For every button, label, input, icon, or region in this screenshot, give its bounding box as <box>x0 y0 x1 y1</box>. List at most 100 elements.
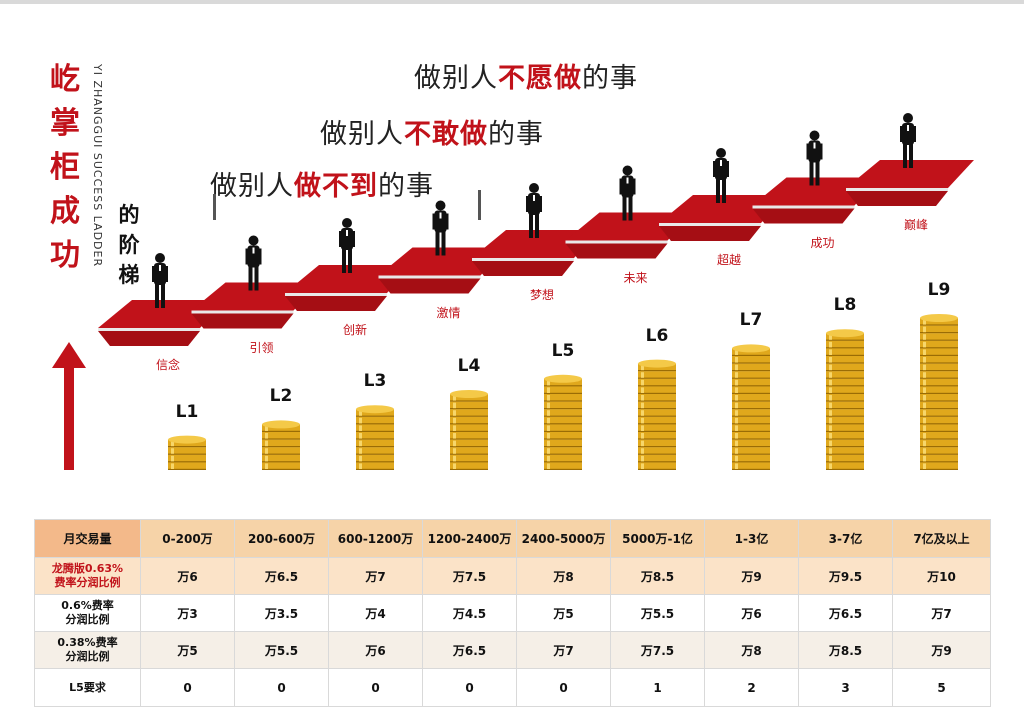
headline-bar <box>478 190 481 220</box>
row-label-line: 0.6%费率 <box>61 599 114 612</box>
stair-edge <box>98 328 200 331</box>
step-label: 引领 <box>249 340 274 355</box>
headline-highlight: 不愿做 <box>498 63 582 94</box>
stair-tread <box>472 230 600 258</box>
stair-riser <box>378 278 481 294</box>
table-header-cell: 600-1200万 <box>328 519 423 558</box>
businessman-silhouette <box>619 165 636 221</box>
table-cell: 万8 <box>704 631 799 669</box>
stair-edge <box>191 310 294 314</box>
table-row: L5要求 0 0 0 0 0 1 2 3 5 <box>34 668 991 707</box>
level-label: L3 <box>363 371 387 392</box>
commission-table: 月交易量 0-200万 200-600万 600-1200万 1200-2400… <box>34 519 991 707</box>
row-label-line: 费率分润比例 <box>54 576 121 589</box>
table-cell: 万7 <box>516 631 611 669</box>
table-cell: 万5 <box>140 631 235 669</box>
title-char: 掌 <box>50 106 80 141</box>
coin-stack <box>262 420 300 470</box>
businessman-silhouette <box>526 183 542 238</box>
table-cell: 万6 <box>328 631 423 669</box>
table-cell: 万5 <box>516 594 611 632</box>
table-cell: 万9 <box>892 631 991 669</box>
vertical-title: 屹 掌 柜 成 功 <box>42 58 88 278</box>
headline-bar <box>213 194 216 220</box>
table-cell: 3 <box>798 668 893 707</box>
headline-highlight: 不敢做 <box>404 119 488 150</box>
table-cell: 万5.5 <box>234 631 329 669</box>
headline-text: 的事 <box>582 63 638 94</box>
headline-text: 做别人 <box>414 63 498 94</box>
table-cell: 0 <box>422 668 517 707</box>
table-cell: 万9.5 <box>798 557 893 595</box>
table-cell: 万6 <box>140 557 235 595</box>
businessman-silhouette <box>432 200 449 256</box>
table-header-cell: 3-7亿 <box>798 519 893 558</box>
table-cell: 2 <box>704 668 799 707</box>
stair-riser <box>565 243 668 259</box>
people-group <box>152 113 916 308</box>
row-label-line: 分润比例 <box>65 650 110 663</box>
coin-stack <box>544 374 582 470</box>
stair-tread <box>191 282 320 311</box>
headline-text: 做别人 <box>210 171 294 202</box>
table-cell: 0 <box>234 668 329 707</box>
stair-tread <box>98 300 226 328</box>
table-cell: 万7.5 <box>422 557 517 595</box>
row-label-line: L5要求 <box>69 680 106 694</box>
row-label-line: 0.38%费率 <box>57 636 118 649</box>
step-label: 信念 <box>155 358 180 372</box>
stair-riser <box>846 191 948 206</box>
row-label: 0.38%费率 分润比例 <box>34 631 141 669</box>
table-cell: 万3 <box>140 594 235 632</box>
table-cell: 万9 <box>704 557 799 595</box>
stair-tread <box>565 212 694 241</box>
stair-riser <box>98 331 200 346</box>
table-header-cell: 5000万-1亿 <box>610 519 705 558</box>
table-cell: 万7 <box>328 557 423 595</box>
table-cell: 0 <box>140 668 235 707</box>
table-cell: 1 <box>610 668 705 707</box>
stair-edge <box>565 240 668 244</box>
stair-edge <box>285 293 387 296</box>
coin-stack <box>356 405 394 470</box>
stair-edge <box>659 223 761 226</box>
table-header-cell: 月交易量 <box>34 519 141 558</box>
table-cell: 万8.5 <box>798 631 893 669</box>
table-header-cell: 7亿及以上 <box>892 519 991 558</box>
businessman-silhouette <box>339 218 355 273</box>
level-label: L9 <box>927 280 951 300</box>
coins-group <box>168 314 958 470</box>
suffix-char: 梯 <box>118 263 140 287</box>
table-cell: 万6.5 <box>798 594 893 632</box>
level-label: L7 <box>739 310 763 331</box>
headline-text: 的事 <box>488 119 544 150</box>
table-header-cell: 0-200万 <box>140 519 235 558</box>
stair-edge <box>752 205 855 209</box>
headline-1: 做别人不愿做的事 <box>414 56 638 95</box>
stair-tread <box>752 177 881 206</box>
headline-text: 的事 <box>378 171 434 202</box>
table-header-row: 月交易量 0-200万 200-600万 600-1200万 1200-2400… <box>34 519 991 558</box>
table-header-cell: 1200-2400万 <box>422 519 517 558</box>
coin-stack <box>638 359 676 470</box>
level-label: L6 <box>645 325 669 346</box>
table-cell: 万6 <box>704 594 799 632</box>
coin-stack <box>920 314 958 470</box>
businessman-silhouette <box>900 113 916 168</box>
coin-stack <box>732 344 770 470</box>
title-char: 屹 <box>50 62 80 97</box>
table-row: 龙腾版0.63% 费率分润比例 万6 万6.5 万7 万7.5 万8 万8.5 万… <box>34 557 991 595</box>
table-cell: 万10 <box>892 557 991 595</box>
businessman-silhouette <box>152 253 168 308</box>
level-label: L8 <box>833 295 857 316</box>
table-row: 0.38%费率 分润比例 万5 万5.5 万6 万6.5 万7 万7.5 万8 万… <box>34 631 991 669</box>
suffix-char: 的 <box>118 203 140 227</box>
stair-tread <box>846 160 974 188</box>
table-header-cell: 2400-5000万 <box>516 519 611 558</box>
coin-stack <box>450 390 488 470</box>
title-char: 成 <box>50 194 80 229</box>
table-cell: 万6.5 <box>234 557 329 595</box>
step-label: 未来 <box>623 270 648 285</box>
stairs-group <box>98 160 974 346</box>
english-subtitle: YI ZHANGGUI SUCCESS LADDER <box>91 64 104 268</box>
